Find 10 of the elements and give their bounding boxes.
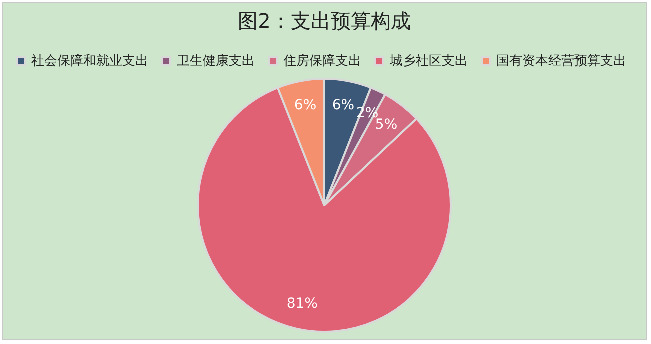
chart-title: 图2：支出预算构成 xyxy=(238,9,411,34)
data-label: 6% xyxy=(294,98,317,114)
data-label: 81% xyxy=(286,296,318,312)
legend-label: 城乡社区支出 xyxy=(389,54,468,69)
legend-label: 国有资本经营预算支出 xyxy=(496,54,626,69)
data-label: 6% xyxy=(332,98,355,114)
legend-label: 卫生健康支出 xyxy=(177,54,255,69)
legend-label: 住房保障支出 xyxy=(282,52,362,69)
data-label: 5% xyxy=(375,117,398,134)
legend-label: 社会保障和就业支出 xyxy=(32,54,148,69)
